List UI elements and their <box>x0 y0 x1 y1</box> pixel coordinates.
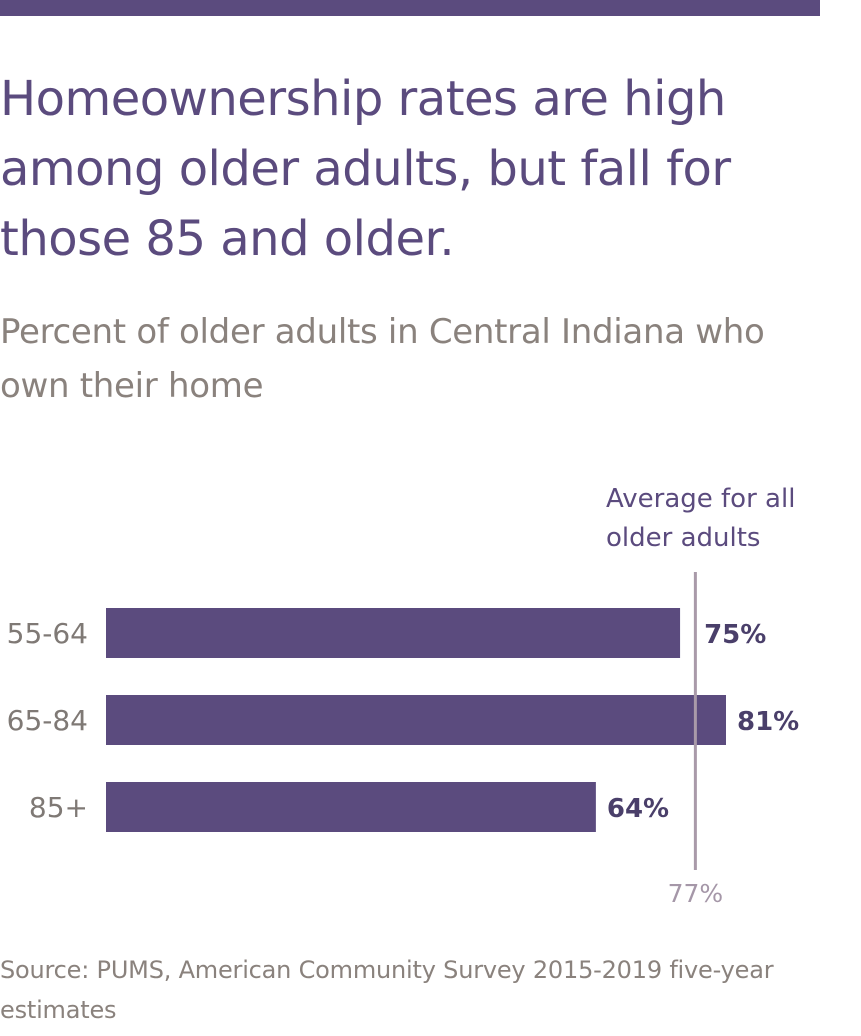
bar-65-84 <box>106 695 726 745</box>
category-label: 55-64 <box>7 617 88 650</box>
average-label-line: Average for all <box>606 484 795 514</box>
top-accent-bar <box>0 0 820 16</box>
value-label: 75% <box>704 620 766 650</box>
bar-55-64 <box>106 608 681 658</box>
source-note: Source: PUMS, American Community Survey … <box>0 956 774 1024</box>
bar-85+ <box>106 782 596 832</box>
bar-chart: 55-64 65-84 85+ 77% Average for all older adu… <box>7 484 800 908</box>
chart-subtitle: Percent of older adults in Central India… <box>0 312 765 406</box>
value-label: 64% <box>607 794 669 824</box>
category-label: 85+ <box>29 791 88 824</box>
chart-title: Homeownership rates are high among older… <box>0 71 731 267</box>
value-label: 81% <box>737 707 799 737</box>
average-label-line: older adults <box>606 523 760 553</box>
category-label: 65-84 <box>7 704 88 737</box>
average-value-label: 77% <box>668 879 724 908</box>
